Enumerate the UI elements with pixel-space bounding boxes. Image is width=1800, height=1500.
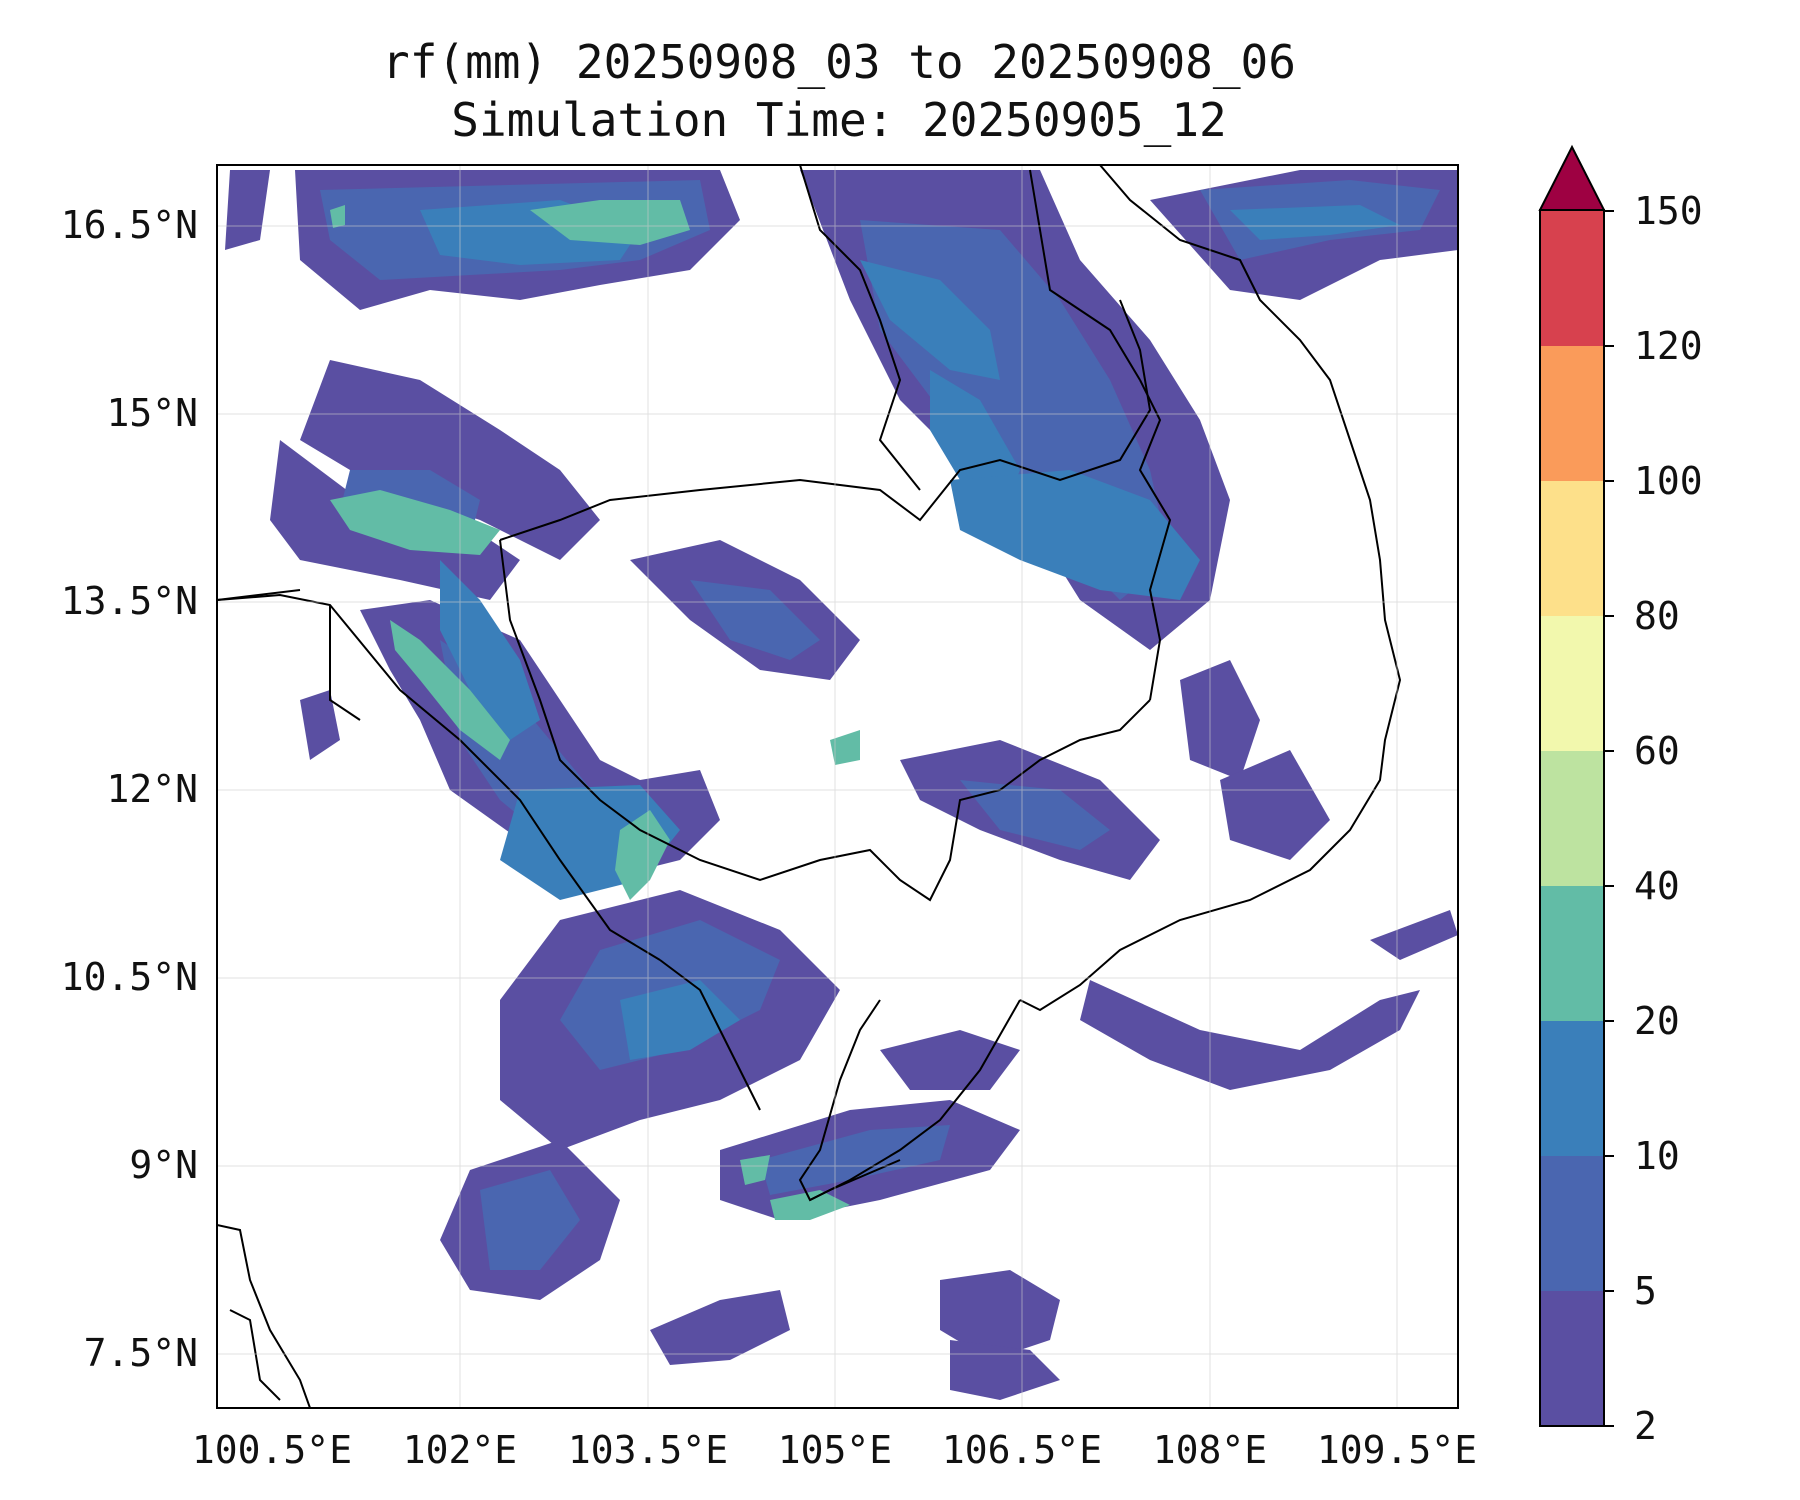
colorbar-swatch (1540, 480, 1604, 616)
lon-tick-label: 102°E (403, 1428, 517, 1472)
lat-tick-label: 15°N (106, 391, 198, 435)
colorbar-swatch (1540, 1020, 1604, 1156)
colorbar-ticks (1604, 210, 1614, 1427)
colorbar-swatch (1540, 750, 1604, 886)
colorbar-swatch (1540, 615, 1604, 751)
coastlines-borders (217, 165, 1402, 1408)
colorbar-tick-label: 80 (1634, 594, 1680, 638)
colorbar-extend-triangle (1538, 144, 1606, 211)
colorbar-swatch (1540, 885, 1604, 1021)
lon-tick-labels: 100.5°E 102°E 103.5°E 105°E 106.5°E 108°… (192, 1428, 1477, 1472)
rain-band-20-40 (330, 200, 860, 1220)
colorbar-tick-label: 10 (1634, 1134, 1680, 1178)
lat-tick-label: 7.5°N (84, 1331, 198, 1375)
colorbar-tick-label: 60 (1634, 729, 1680, 773)
colorbar-frame (1539, 209, 1605, 1427)
lon-tick-label: 108°E (1153, 1428, 1267, 1472)
map-title-line1: rf(mm) 20250908_03 to 20250908_06 (382, 35, 1296, 89)
map-panel (216, 164, 1459, 1409)
colorbar-swatch (1540, 345, 1604, 481)
lat-tick-label: 9°N (129, 1143, 198, 1187)
colorbar: 2 5 10 20 40 60 80 100 120 150 (1538, 144, 1703, 1448)
lon-tick-label: 100.5°E (192, 1428, 352, 1472)
colorbar-tick-label: 100 (1634, 459, 1703, 503)
gridlines (217, 165, 1458, 1408)
lon-tick-label: 106.5°E (942, 1428, 1102, 1472)
lon-tick-label: 109.5°E (1317, 1428, 1477, 1472)
colorbar-tick-label: 20 (1634, 999, 1680, 1043)
lon-tick-label: 103.5°E (568, 1428, 728, 1472)
lat-tick-labels: 16.5°N 15°N 13.5°N 12°N 10.5°N 9°N 7.5°N (61, 203, 198, 1375)
lat-tick-label: 16.5°N (61, 203, 198, 247)
lat-tick-label: 12°N (106, 767, 198, 811)
lat-tick-label: 10.5°N (61, 955, 198, 999)
colorbar-tick-label: 5 (1634, 1269, 1657, 1313)
rain-band-10-20 (420, 200, 1400, 1060)
map-frame (216, 164, 1459, 1409)
colorbar-tick-label: 2 (1634, 1404, 1657, 1448)
colorbar-tick-label: 40 (1634, 864, 1680, 908)
map-title-line2: Simulation Time: 20250905_12 (451, 93, 1226, 147)
colorbar-swatch (1540, 210, 1604, 346)
colorbar-swatch (1540, 1290, 1604, 1426)
colorbar-tick-label: 150 (1634, 189, 1703, 233)
colorbar-swatch (1540, 1155, 1604, 1291)
rainfall-contours (217, 165, 1458, 1408)
lat-tick-label: 13.5°N (61, 579, 198, 623)
colorbar-tick-label: 120 (1634, 324, 1703, 368)
lon-tick-label: 105°E (778, 1428, 892, 1472)
